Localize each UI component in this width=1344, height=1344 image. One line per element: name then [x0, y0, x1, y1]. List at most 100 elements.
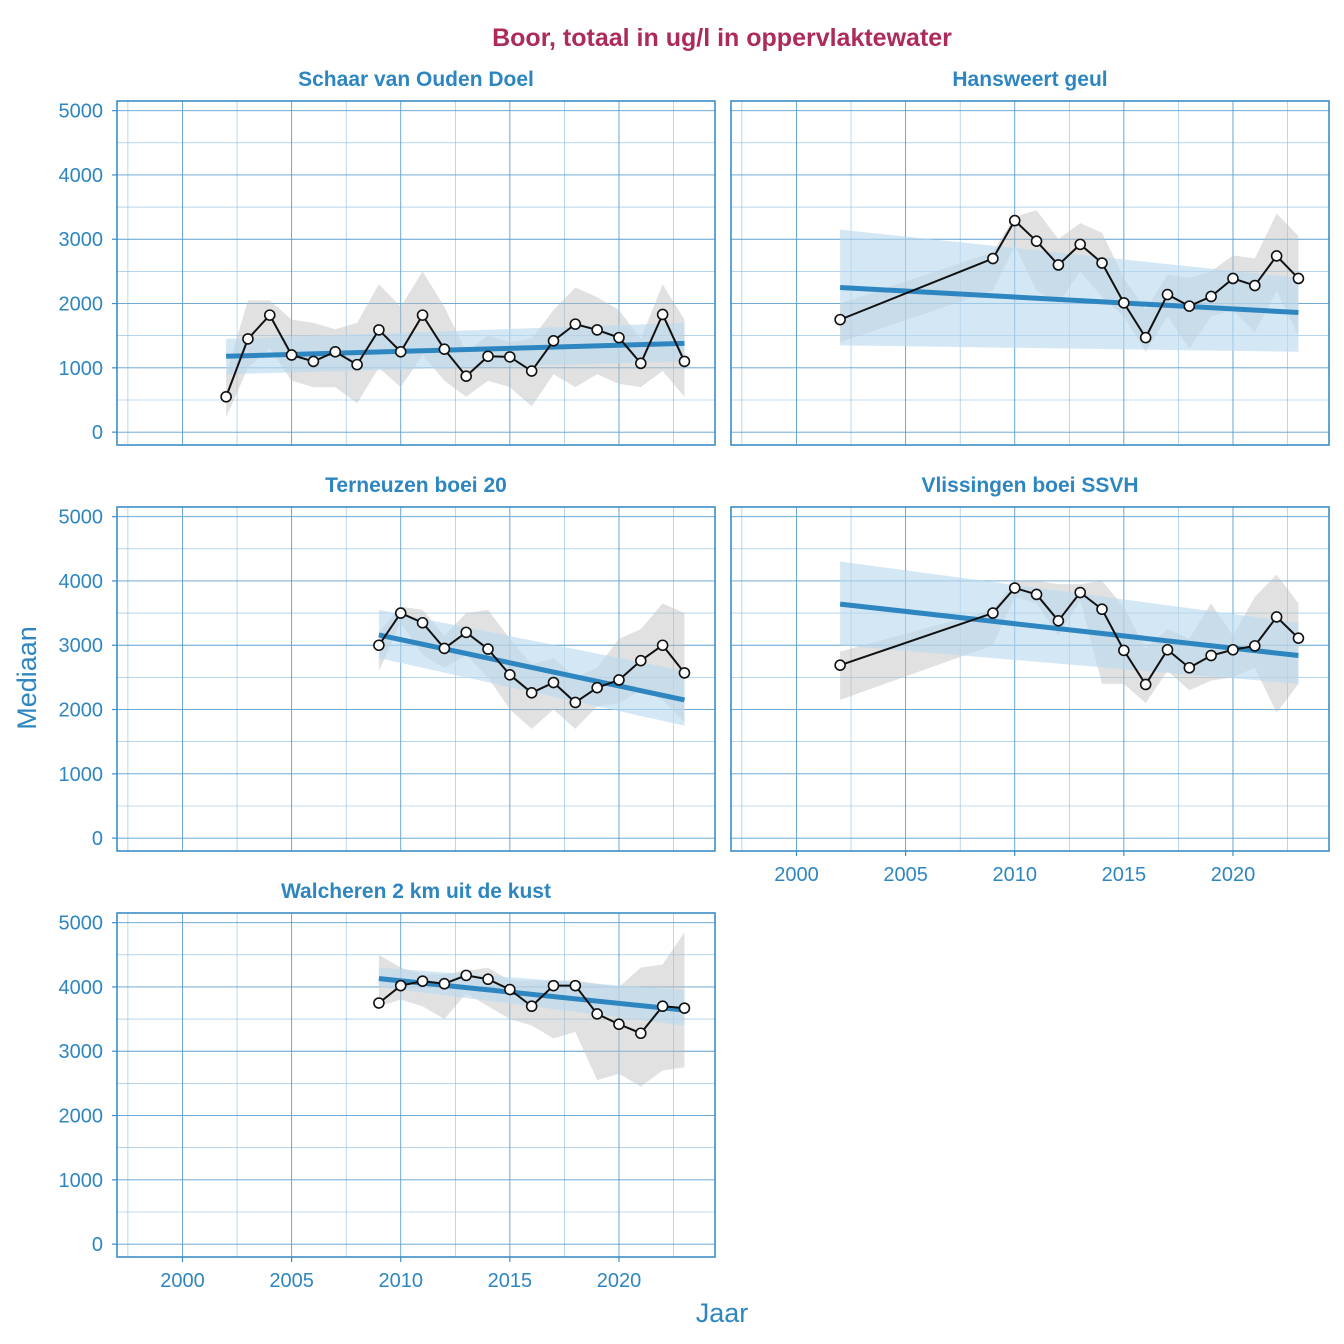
- data-point: [634, 357, 647, 370]
- data-point: [1096, 257, 1108, 269]
- data-point: [1030, 235, 1043, 247]
- data-point: [242, 333, 254, 345]
- panels-group: Schaar van Ouden Doel 0 1000 2000 3000 4000 50…: [59, 68, 1330, 1292]
- trend-confidence-band: [840, 229, 1299, 352]
- data-point: [373, 324, 385, 336]
- trend-line: [226, 340, 685, 359]
- panel-border: [116, 506, 716, 852]
- y-axis-label: Mediaan: [12, 626, 42, 730]
- data-point: [547, 676, 560, 689]
- data-point: [329, 345, 342, 358]
- y-tick-label: 0: [92, 1234, 103, 1256]
- data-point: [351, 358, 363, 371]
- panel: Terneuzen boei 20 0 1000 2000 3000 4000 5000: [59, 474, 716, 852]
- y-tick-label: 4000: [59, 977, 104, 999]
- data-point: [613, 1018, 625, 1031]
- data-point: [373, 997, 385, 1009]
- trend-confidence-band: [840, 561, 1299, 684]
- data-point: [1096, 603, 1108, 616]
- y-tick-label: 2000: [59, 700, 104, 722]
- y-tick-label: 4000: [59, 571, 104, 593]
- data-point: [1248, 279, 1261, 292]
- data-point: [1030, 588, 1043, 601]
- data-point: [1161, 288, 1174, 301]
- x-tick-label: 2000: [160, 1270, 205, 1292]
- x-tick-label: 2000: [774, 864, 819, 886]
- data-point: [1008, 582, 1021, 594]
- x-tick-label: 2015: [488, 1270, 533, 1292]
- data-point: [416, 975, 429, 987]
- panel-border: [730, 100, 1330, 446]
- data-point: [1292, 272, 1305, 285]
- data-point: [656, 1000, 669, 1013]
- y-tick-label: 0: [92, 828, 103, 850]
- median-series-line: [839, 219, 1300, 339]
- data-point: [656, 308, 669, 321]
- panel-border: [116, 912, 716, 1258]
- data-point: [1227, 643, 1239, 656]
- y-tick-label: 1000: [59, 1170, 104, 1192]
- median-series-line: [839, 587, 1300, 686]
- data-point: [438, 977, 451, 990]
- data-point: [482, 350, 494, 363]
- trend-line: [378, 976, 685, 1013]
- data-point: [656, 639, 669, 652]
- data-point: [591, 324, 603, 336]
- y-tick-label: 3000: [59, 229, 104, 251]
- data-point: [1183, 661, 1196, 674]
- x-tick-label: 2005: [883, 864, 928, 886]
- y-tick-label: 5000: [59, 913, 104, 935]
- data-point: [525, 365, 538, 377]
- chart-title: Boor, totaal in ug/l in oppervlaktewater: [492, 24, 952, 52]
- y-tick-label: 2000: [59, 1106, 104, 1128]
- data-point: [1008, 214, 1021, 227]
- panel-border: [730, 506, 1330, 852]
- x-tick-label: 2010: [378, 1270, 423, 1292]
- panel-title: Walcheren 2 km uit de kust: [281, 880, 551, 903]
- data-point: [987, 607, 999, 619]
- y-tick-label: 5000: [59, 507, 104, 529]
- x-tick-label: 2015: [1102, 864, 1147, 886]
- data-point: [987, 252, 999, 265]
- data-point: [1052, 259, 1065, 271]
- data-point: [416, 616, 429, 629]
- y-tick-label: 0: [92, 422, 103, 444]
- data-point: [613, 674, 625, 686]
- data-point: [569, 696, 582, 709]
- y-tick-label: 1000: [59, 764, 104, 786]
- panel-title: Schaar van Ouden Doel: [298, 68, 534, 91]
- data-point: [460, 626, 472, 639]
- data-point: [591, 681, 603, 694]
- data-point: [569, 318, 582, 330]
- data-point: [482, 643, 494, 655]
- data-point: [678, 355, 691, 368]
- median-series-line: [225, 313, 686, 398]
- panel: Walcheren 2 km uit de kust 0 1000 2000 3000 4…: [59, 880, 716, 1292]
- data-point: [547, 979, 560, 992]
- data-point: [438, 642, 451, 655]
- panel-border: [116, 100, 716, 446]
- data-point: [416, 309, 429, 321]
- data-point: [1248, 640, 1261, 652]
- data-point: [678, 1002, 691, 1014]
- data-point: [460, 370, 472, 383]
- data-point: [1118, 644, 1130, 657]
- x-tick-label: 2005: [269, 1270, 314, 1292]
- data-point: [1292, 632, 1305, 644]
- data-point: [394, 345, 407, 358]
- data-point: [678, 667, 691, 679]
- data-point: [834, 313, 846, 326]
- data-point: [525, 687, 538, 699]
- data-point: [1161, 643, 1174, 656]
- data-point: [263, 309, 276, 321]
- data-point: [482, 973, 494, 986]
- data-point: [460, 969, 472, 982]
- x-tick-label: 2020: [597, 1270, 642, 1292]
- trend-line: [378, 632, 685, 703]
- data-point: [394, 607, 407, 619]
- panel: Schaar van Ouden Doel 0 1000 2000 3000 4000 50…: [59, 68, 716, 446]
- data-point: [1139, 678, 1152, 691]
- y-tick-label: 4000: [59, 165, 104, 187]
- data-point: [220, 390, 232, 403]
